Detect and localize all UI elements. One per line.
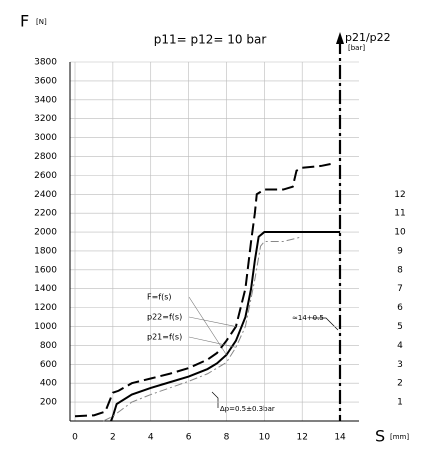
y-tick-label: 3400 <box>34 95 57 105</box>
y-tick-label: 600 <box>40 360 57 370</box>
x-tick-label: 6 <box>186 433 192 443</box>
y-tick-label: 1800 <box>34 246 57 256</box>
x-axis-label: S <box>375 427 385 446</box>
x-tick-label: 4 <box>148 433 154 443</box>
y2-tick-label: 1 <box>397 398 403 408</box>
y2-tick-label: 4 <box>397 341 403 351</box>
y2-tick-label: 2 <box>397 379 403 389</box>
leader <box>188 316 236 327</box>
series-label: p21=f(s) <box>147 333 182 342</box>
y-axis-label: F <box>20 12 29 31</box>
y2-axis-label: p21/p22 <box>345 31 391 44</box>
chart-title: p11= p12= 10 bar <box>154 33 267 47</box>
x-tick-label: 8 <box>224 433 230 443</box>
y2-tick-label: 7 <box>397 284 403 294</box>
y2-tick-label: 10 <box>394 228 406 238</box>
annotation: ∆p=0.5±0.3bar <box>219 405 275 413</box>
y2-tick-label: 9 <box>397 246 403 256</box>
y2-axis-unit: [bar] <box>348 44 365 52</box>
y-tick-label: 1000 <box>34 322 57 332</box>
y-tick-label: 2400 <box>34 190 57 200</box>
series-label: p22=f(s) <box>147 313 182 322</box>
leader <box>188 296 227 356</box>
series-line <box>74 163 331 418</box>
annotation: ≈14+0.5 <box>292 314 324 322</box>
y-tick-label: 3800 <box>34 58 57 68</box>
y2-tick-label: 6 <box>397 303 403 313</box>
y-tick-label: 2200 <box>34 209 57 219</box>
y-tick-label: 2600 <box>34 171 57 181</box>
y-tick-label: 3600 <box>34 76 57 86</box>
y-axis-unit: [N] <box>36 18 47 26</box>
y2-tick-label: 12 <box>394 190 405 200</box>
y-tick-label: 3000 <box>34 133 57 143</box>
y-tick-label: 1400 <box>34 284 57 294</box>
y-tick-label: 3200 <box>34 114 57 124</box>
y-tick-label: 1200 <box>34 303 57 313</box>
y-tick-label: 200 <box>40 398 57 408</box>
leader <box>188 336 236 348</box>
x-tick-label: 2 <box>110 433 116 443</box>
x-tick-label: 12 <box>296 433 307 443</box>
series-label: F=f(s) <box>147 293 172 302</box>
y2-tick-label: 8 <box>397 265 403 275</box>
y-tick-label: 2800 <box>34 152 57 162</box>
y2-tick-label: 3 <box>397 360 403 370</box>
y-tick-label: 800 <box>40 341 57 351</box>
y-tick-label: 400 <box>40 379 57 389</box>
leader <box>312 317 339 331</box>
y-tick-label: 1600 <box>34 265 57 275</box>
series-line <box>103 236 303 422</box>
x-axis-unit: [mm] <box>390 433 409 441</box>
x-tick-label: 0 <box>72 433 78 443</box>
y-tick-label: 2000 <box>34 228 57 238</box>
series-line <box>110 231 341 422</box>
x-tick-label: 14 <box>334 433 346 443</box>
x-tick-label: 10 <box>259 433 271 443</box>
arrow-head <box>336 32 344 44</box>
y2-tick-label: 5 <box>397 322 403 332</box>
leader <box>211 391 219 408</box>
y2-tick-label: 11 <box>394 209 405 219</box>
